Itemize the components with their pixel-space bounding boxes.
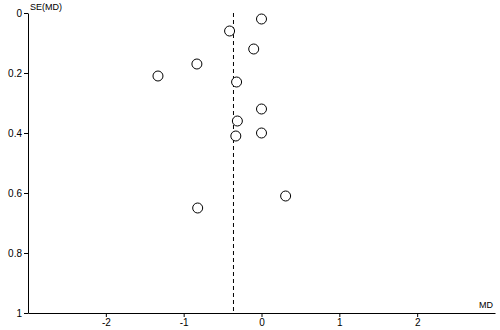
y-tick-mark: [24, 13, 28, 14]
x-tick: -2: [102, 313, 111, 328]
study-point: [281, 191, 291, 201]
plot-area: [153, 13, 291, 313]
study-point: [232, 116, 242, 126]
x-tick: -1: [180, 313, 189, 328]
y-tick-label: 0.2: [8, 68, 22, 79]
y-tick-label: 0.8: [8, 248, 22, 259]
x-tick: 0: [259, 313, 265, 328]
x-tick-label: -1: [180, 317, 189, 328]
y-axis-line: [28, 14, 29, 314]
study-point: [193, 203, 203, 213]
study-point: [232, 77, 242, 87]
study-point: [153, 71, 163, 81]
study-point: [257, 104, 267, 114]
y-tick-mark: [24, 253, 28, 254]
x-tick: 1: [337, 313, 343, 328]
study-point: [257, 14, 267, 24]
y-tick-label: 0: [16, 8, 22, 19]
y-axis-title: SE(MD): [30, 2, 62, 12]
x-tick-label: 2: [415, 317, 421, 328]
y-tick-label: 1: [16, 308, 22, 319]
y-tick: 0.4: [8, 128, 28, 139]
y-tick-label: 0.6: [8, 188, 22, 199]
study-point: [257, 128, 267, 138]
y-tick: 0.6: [8, 188, 28, 199]
x-tick-label: -2: [102, 317, 111, 328]
study-point: [231, 131, 241, 141]
chart: -2 -1 0 1 2 0 0.2 0.4 0.6 0.8 1 SE(MD) MD: [0, 0, 500, 330]
study-point: [192, 59, 202, 69]
x-tick-label: 0: [259, 317, 265, 328]
pooled-estimate-line: [233, 13, 234, 313]
y-tick-mark: [24, 73, 28, 74]
y-tick-mark: [24, 133, 28, 134]
y-tick: 1: [16, 308, 28, 319]
x-tick-label: 1: [337, 317, 343, 328]
x-axis-title: MD: [479, 300, 493, 310]
y-tick-mark: [24, 313, 28, 314]
study-point: [249, 44, 259, 54]
y-axis: 0 0.2 0.4 0.6 0.8 1: [8, 8, 28, 319]
x-tick: 2: [415, 313, 421, 328]
x-axis: -2 -1 0 1 2: [29, 313, 496, 328]
study-point: [225, 26, 235, 36]
y-tick-label: 0.4: [8, 128, 22, 139]
y-tick: 0.8: [8, 248, 28, 259]
y-tick-mark: [24, 193, 28, 194]
y-tick: 0: [16, 8, 28, 19]
y-tick: 0.2: [8, 68, 28, 79]
